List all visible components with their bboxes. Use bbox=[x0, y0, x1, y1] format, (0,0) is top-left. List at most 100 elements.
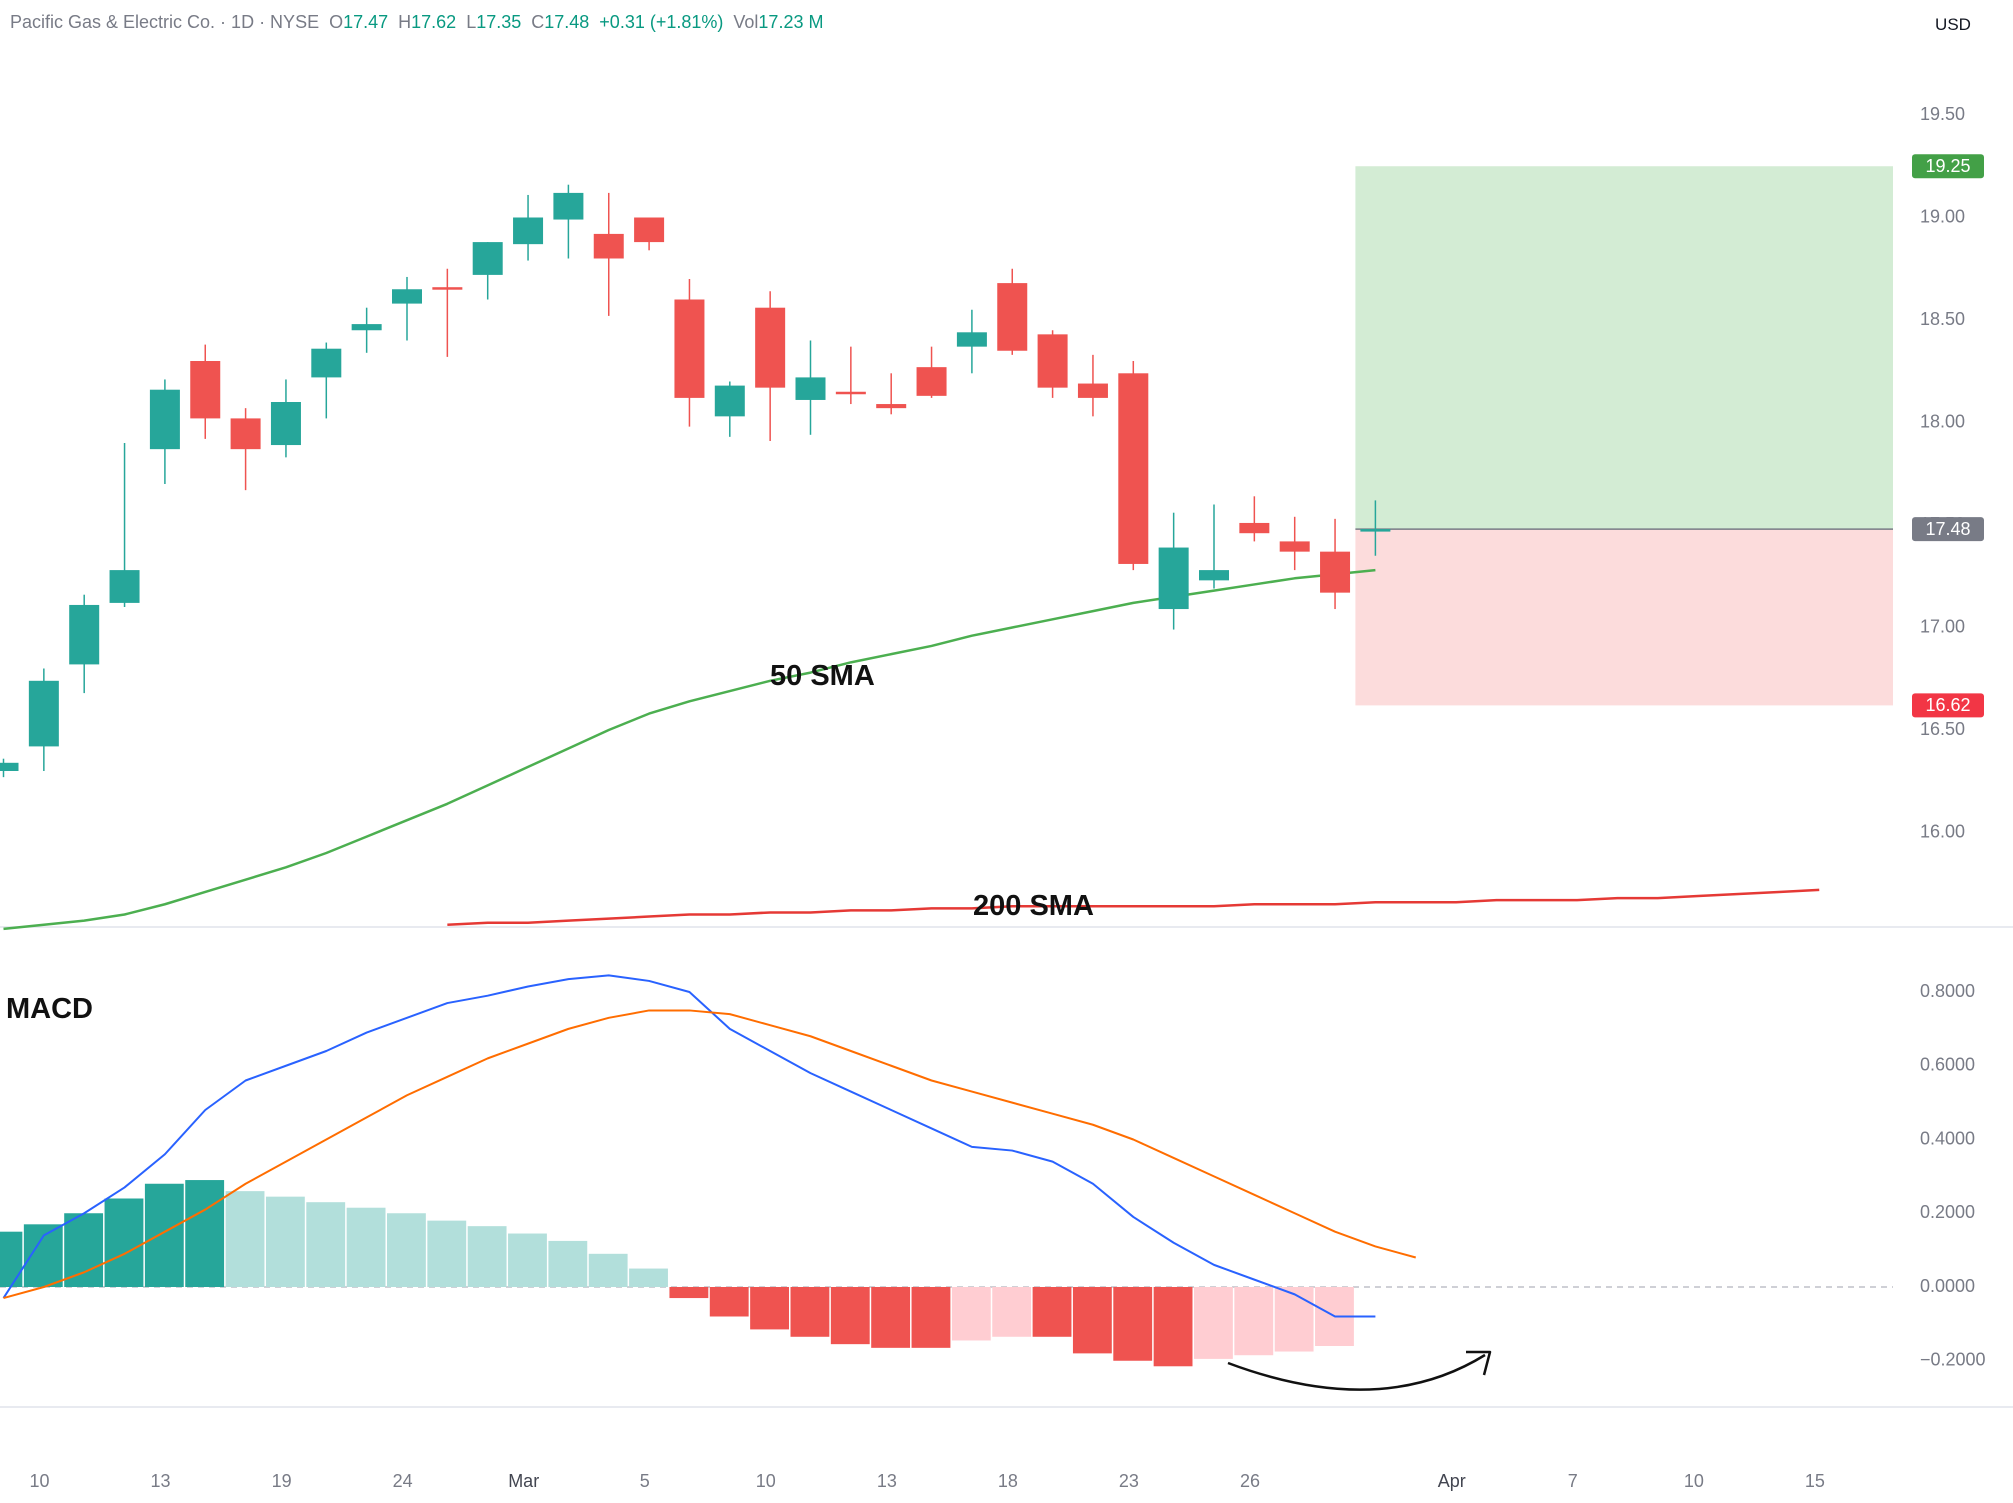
macd-histogram-bar bbox=[871, 1287, 911, 1348]
candle-body bbox=[1320, 551, 1351, 593]
macd-histogram-bar bbox=[1234, 1287, 1274, 1356]
time-axis-tick: 10 bbox=[756, 1471, 776, 1491]
candle-body bbox=[0, 762, 19, 771]
price-badge bbox=[1912, 517, 1984, 542]
loss-zone bbox=[1355, 529, 1893, 706]
candle-body bbox=[1077, 383, 1108, 398]
profit-zone bbox=[1355, 166, 1893, 530]
candle-body bbox=[1360, 529, 1391, 532]
candle-body bbox=[835, 391, 866, 395]
macd-histogram-bar bbox=[830, 1287, 870, 1345]
candle-body bbox=[997, 283, 1028, 351]
candle-body bbox=[1118, 373, 1149, 564]
macd-histogram-bar bbox=[1153, 1287, 1193, 1367]
time-axis-tick: 23 bbox=[1119, 1471, 1139, 1491]
macd-histogram-bar bbox=[548, 1240, 588, 1287]
macd-histogram-bar bbox=[64, 1213, 104, 1287]
candle-body bbox=[916, 367, 947, 396]
macd-histogram-bar bbox=[508, 1233, 547, 1287]
symbol-label: Pacific Gas & Electric Co. · 1D · NYSE bbox=[10, 12, 320, 32]
macd-histogram-bar bbox=[467, 1226, 507, 1287]
candle-body bbox=[876, 404, 907, 409]
macd-axis-tick: 0.8000 bbox=[1920, 981, 1975, 1001]
macd-axis-tick: 0.0000 bbox=[1920, 1276, 1975, 1296]
candle-body bbox=[311, 348, 342, 378]
price-axis-tick: 18.00 bbox=[1920, 411, 1965, 431]
candle-body bbox=[795, 377, 826, 400]
candle-body bbox=[190, 361, 221, 419]
change-value: +0.31 (+1.81%) bbox=[599, 12, 724, 32]
price-axis-tick: 18.50 bbox=[1920, 309, 1965, 329]
macd-histogram-bar bbox=[992, 1287, 1032, 1337]
time-axis-tick: 5 bbox=[640, 1471, 650, 1491]
candle-body bbox=[553, 192, 584, 220]
macd-histogram-bar bbox=[265, 1196, 305, 1287]
time-axis-tick: Mar bbox=[508, 1471, 539, 1491]
candle-body bbox=[513, 217, 544, 245]
macd-histogram-bar bbox=[346, 1207, 386, 1287]
close-value: 17.48 bbox=[544, 12, 590, 32]
high-label: H bbox=[398, 12, 412, 32]
candle-body bbox=[956, 332, 987, 347]
macd-histogram-bar bbox=[1072, 1287, 1112, 1354]
price-axis-tick: 16.00 bbox=[1920, 821, 1965, 841]
time-axis-tick: Apr bbox=[1438, 1471, 1466, 1491]
candle-body bbox=[1199, 570, 1229, 581]
candle-body bbox=[28, 680, 59, 747]
volume-label: Vol bbox=[733, 12, 759, 32]
macd-histogram-bar bbox=[911, 1287, 951, 1348]
macd-histogram-bar bbox=[588, 1253, 628, 1287]
macd-histogram-bar bbox=[709, 1287, 749, 1317]
time-axis-tick: 19 bbox=[272, 1471, 292, 1491]
price-badge bbox=[1912, 154, 1984, 179]
candle-body bbox=[1158, 547, 1189, 610]
low-value: 17.35 bbox=[476, 12, 522, 32]
macd-annotation: MACD bbox=[6, 993, 93, 1025]
arrow-head bbox=[1466, 1350, 1492, 1376]
time-axis-tick: 10 bbox=[1684, 1471, 1704, 1491]
price-axis-tick: 16.50 bbox=[1920, 719, 1965, 739]
sma50-line bbox=[3, 568, 1376, 931]
macd-histogram-bar bbox=[225, 1191, 265, 1287]
macd-histogram-bar bbox=[1194, 1287, 1233, 1359]
close-label: C bbox=[531, 12, 545, 32]
time-axis-tick: 7 bbox=[1568, 1471, 1578, 1491]
macd-histogram-bar bbox=[387, 1213, 426, 1287]
macd-histogram-bar bbox=[1274, 1287, 1314, 1352]
currency-button[interactable]: USD bbox=[1913, 8, 1993, 42]
time-axis-tick: 10 bbox=[29, 1471, 49, 1491]
macd-axis-tick: −0.2000 bbox=[1920, 1350, 1986, 1370]
time-axis-tick: 18 bbox=[998, 1471, 1018, 1491]
candle-body bbox=[432, 287, 463, 290]
candle-body bbox=[230, 418, 261, 450]
macd-histogram-bar bbox=[951, 1287, 991, 1341]
time-axis-tick: 26 bbox=[1240, 1471, 1260, 1491]
macd-histogram-bar bbox=[669, 1287, 709, 1299]
low-label: L bbox=[466, 12, 477, 32]
candle-body bbox=[1239, 522, 1270, 534]
macd-axis-tick: 0.2000 bbox=[1920, 1202, 1975, 1222]
candle-body bbox=[634, 217, 665, 243]
macd-histogram-bar bbox=[144, 1183, 184, 1287]
candle-body bbox=[149, 389, 180, 450]
sma50-annotation: 50 SMA bbox=[770, 660, 875, 692]
price-badge-label: 19.25 bbox=[1925, 156, 1970, 176]
macd-axis-tick: 0.6000 bbox=[1920, 1055, 1975, 1075]
price-badge-label: 16.62 bbox=[1925, 695, 1970, 715]
candle-body bbox=[351, 324, 382, 331]
sma200-line bbox=[447, 888, 1820, 926]
candle-body bbox=[392, 289, 422, 304]
sma200-annotation: 200 SMA bbox=[973, 890, 1094, 922]
candle-body bbox=[109, 570, 140, 603]
open-value: 17.47 bbox=[343, 12, 389, 32]
macd-histogram-bar bbox=[629, 1268, 668, 1287]
time-axis-tick: 13 bbox=[151, 1471, 171, 1491]
candle-body bbox=[270, 402, 301, 446]
candle-body bbox=[755, 307, 786, 388]
candle-body bbox=[593, 233, 624, 259]
time-axis-tick: 15 bbox=[1805, 1471, 1825, 1491]
volume-value: 17.23 M bbox=[758, 12, 824, 32]
price-axis-tick: 19.00 bbox=[1920, 206, 1965, 226]
macd-line bbox=[2, 974, 1376, 1318]
